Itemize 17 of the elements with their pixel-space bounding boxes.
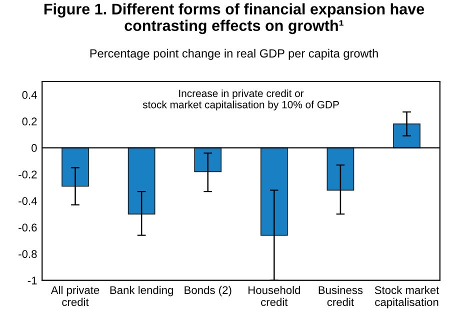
y-tick-label: -0.2 [18,170,37,178]
y-tick-label: -0.6 [18,224,37,232]
chart-title: Figure 1. Different forms of financial expansion have contrasting effects on growth¹ [44,3,424,34]
x-tick-label: Bank lending [110,286,173,296]
y-tick-label: 0.2 [22,118,37,126]
chart-subtitle: Percentage point change in real GDP per capita growth [90,48,378,60]
y-tick-label: 0.4 [22,91,37,99]
x-tick-label: Stock market capitalisation [374,286,440,308]
x-tick-label: All private credit [50,286,100,306]
x-tick-label: Business credit [318,286,363,306]
annotation: Increase in private credit or stock market capitalisation by 10% of GDP [142,89,339,110]
y-tick-label: -1 [28,276,37,284]
x-tick-label: Bonds (2) [184,286,232,296]
y-tick-label: 0 [32,144,37,152]
x-tick-label: Household credit [248,286,300,306]
y-tick-label: -0.4 [18,197,37,205]
y-tick-label: -0.8 [18,250,37,258]
